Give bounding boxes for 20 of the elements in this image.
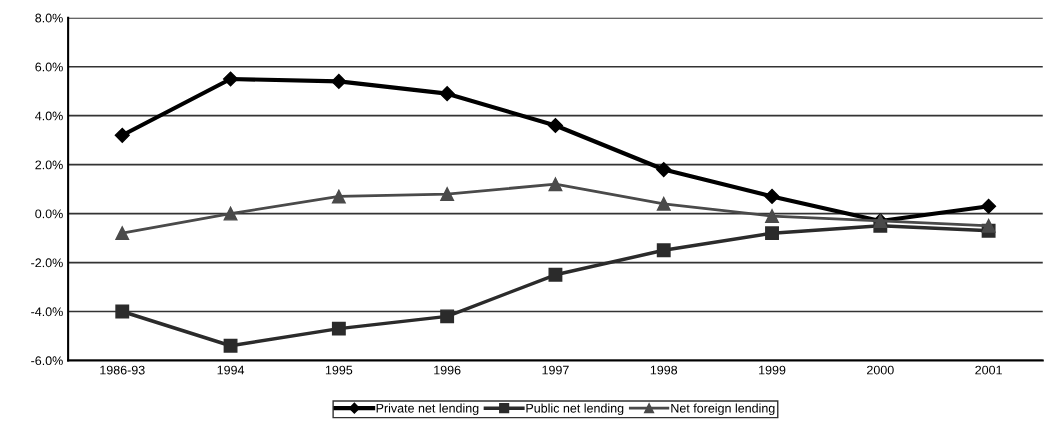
x-tick-label: 1998 (650, 365, 678, 375)
y-tick-label: 4.0% (35, 111, 63, 121)
legend-label: Private net lending (376, 403, 479, 416)
y-tick-label: 8.0% (35, 13, 63, 23)
y-tick-label: 2.0% (35, 160, 63, 170)
x-tick-label: 2000 (867, 365, 894, 375)
legend-label: Public net lending (526, 403, 624, 416)
x-tick-label: 2001 (975, 365, 1002, 375)
y-tick-label: 6.0% (35, 62, 63, 72)
legend-label: Net foreign lending (671, 403, 775, 416)
x-tick-label: 1994 (217, 365, 245, 375)
x-tick-label: 1997 (542, 365, 569, 375)
y-tick-label: -6.0% (31, 356, 63, 366)
y-tick-label: -4.0% (31, 307, 63, 317)
x-tick-label: 1999 (759, 365, 786, 375)
x-tick-label: 1986-93 (100, 365, 145, 375)
y-tick-label: -2.0% (31, 258, 63, 268)
x-tick-label: 1995 (325, 365, 353, 375)
x-tick-label: 1996 (434, 365, 461, 375)
y-tick-label: 0.0% (35, 209, 63, 219)
